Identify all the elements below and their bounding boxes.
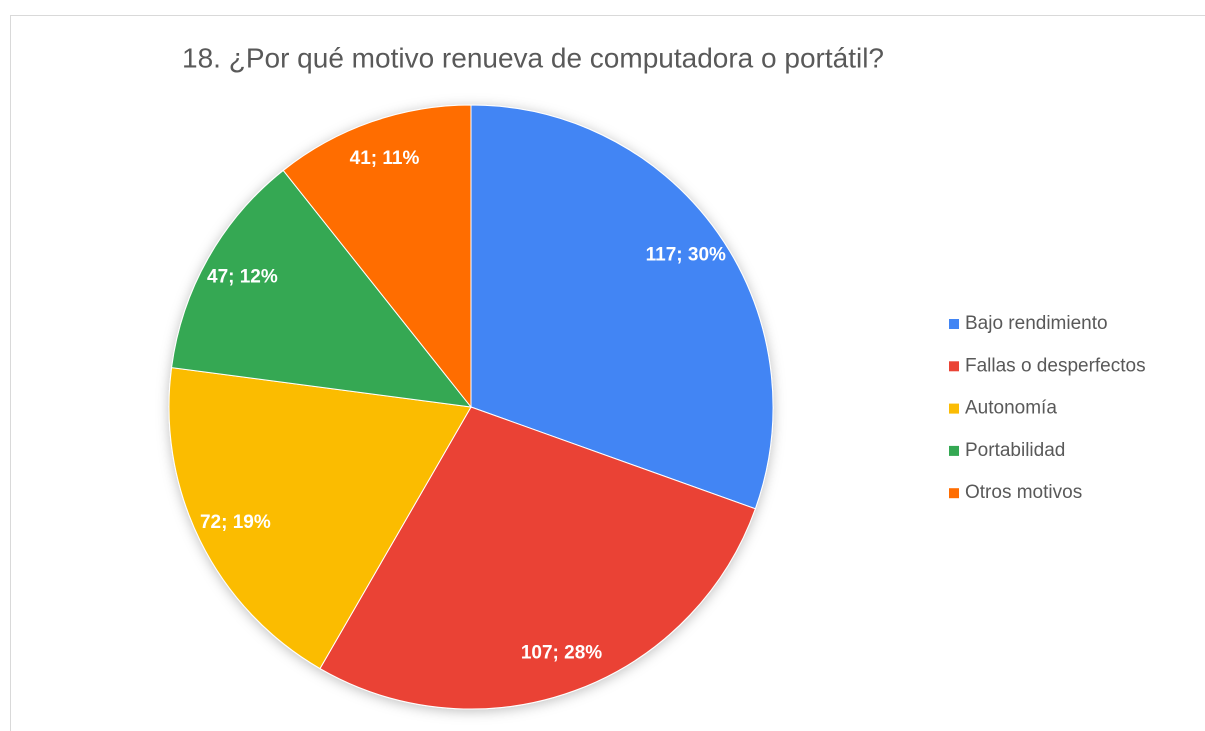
legend-swatch [949, 445, 959, 456]
data-label: 72; 19% [200, 512, 271, 533]
pie-slice [470, 104, 774, 510]
legend-label: Otros motivos [965, 482, 1082, 503]
data-label: 47; 12% [207, 267, 278, 288]
pie-slice [319, 406, 756, 710]
legend-swatch [949, 361, 959, 372]
pie-slice [282, 104, 472, 409]
legend-swatch [949, 403, 959, 414]
legend-swatch [949, 319, 959, 329]
legend-swatch [949, 488, 959, 499]
pie-slice [171, 169, 473, 408]
legend-label: Portabilidad [965, 440, 1065, 461]
data-label: 117; 30% [646, 245, 726, 266]
chart-title: 18. ¿Por qué motivo renueva de computado… [182, 42, 884, 73]
legend-label: Fallas o desperfectos [965, 355, 1146, 376]
legend-label: Bajo rendimiento [965, 313, 1108, 334]
pie [168, 104, 774, 710]
data-label: 107; 28% [521, 643, 602, 664]
data-label: 41; 11% [350, 148, 420, 169]
pie-slice [168, 367, 472, 670]
legend-label: Autonomía [965, 398, 1057, 419]
